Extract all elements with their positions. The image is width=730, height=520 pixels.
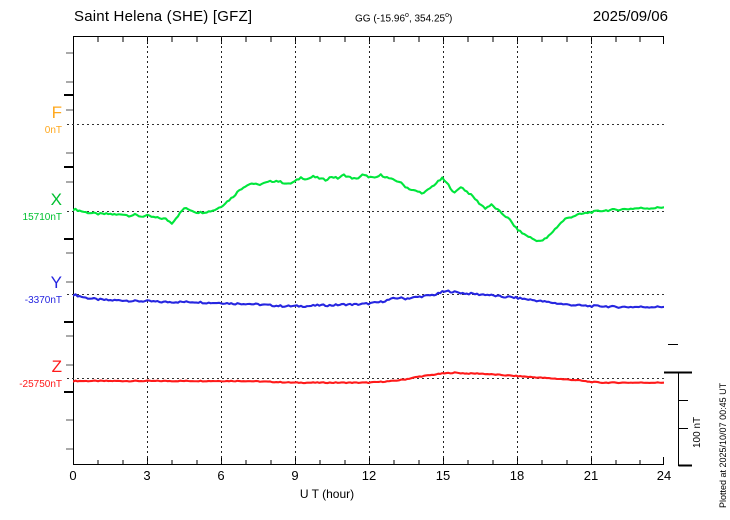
x-tick-21: 21 <box>583 468 599 483</box>
component-baseline-x: 15710nT <box>22 212 62 223</box>
x-tick-9: 9 <box>291 468 299 483</box>
page-title: Saint Helena (SHE) [GFZ] <box>74 8 253 25</box>
trace-y-component <box>73 289 664 309</box>
x-tick-12: 12 <box>361 468 377 483</box>
x-tick-18: 18 <box>509 468 525 483</box>
observation-date: 2025/09/06 <box>592 8 668 25</box>
degree-symbol-lat: o <box>405 12 409 19</box>
geo-prefix: GG (-15.96 <box>355 13 406 25</box>
geo-end: ) <box>449 13 453 25</box>
component-label-x: X <box>50 190 62 209</box>
component-baseline-z: -25750nT <box>19 379 62 390</box>
vertical-gridlines <box>146 36 593 464</box>
trace-z-component <box>73 371 664 385</box>
left-axis-ticks <box>64 52 73 450</box>
degree-symbol-lon: o <box>445 12 449 19</box>
x-tick-0: 0 <box>69 468 77 483</box>
x-axis-title-text: U T (hour) <box>299 487 355 501</box>
geographic-coordinates: GG (-15.96o, 354.25o) <box>355 12 452 24</box>
component-baselines <box>67 123 664 380</box>
plot-frame <box>72 36 664 466</box>
scale-bar <box>664 344 692 467</box>
trace-x-component <box>73 173 664 243</box>
component-baseline-f: 0nT <box>44 125 62 136</box>
x-tick-24: 24 <box>656 468 672 483</box>
component-baseline-y: -3370nT <box>24 295 62 306</box>
x-axis-title: U T (hour) <box>0 487 730 501</box>
component-label-y: Y <box>50 273 62 292</box>
geo-mid: , 354.25 <box>408 13 446 25</box>
x-tick-6: 6 <box>217 468 225 483</box>
top-ticks <box>73 35 664 44</box>
component-label-z: Z <box>51 357 62 376</box>
component-label-f: F <box>51 103 62 122</box>
x-tick-15: 15 <box>435 468 451 483</box>
x-tick-3: 3 <box>143 468 151 483</box>
